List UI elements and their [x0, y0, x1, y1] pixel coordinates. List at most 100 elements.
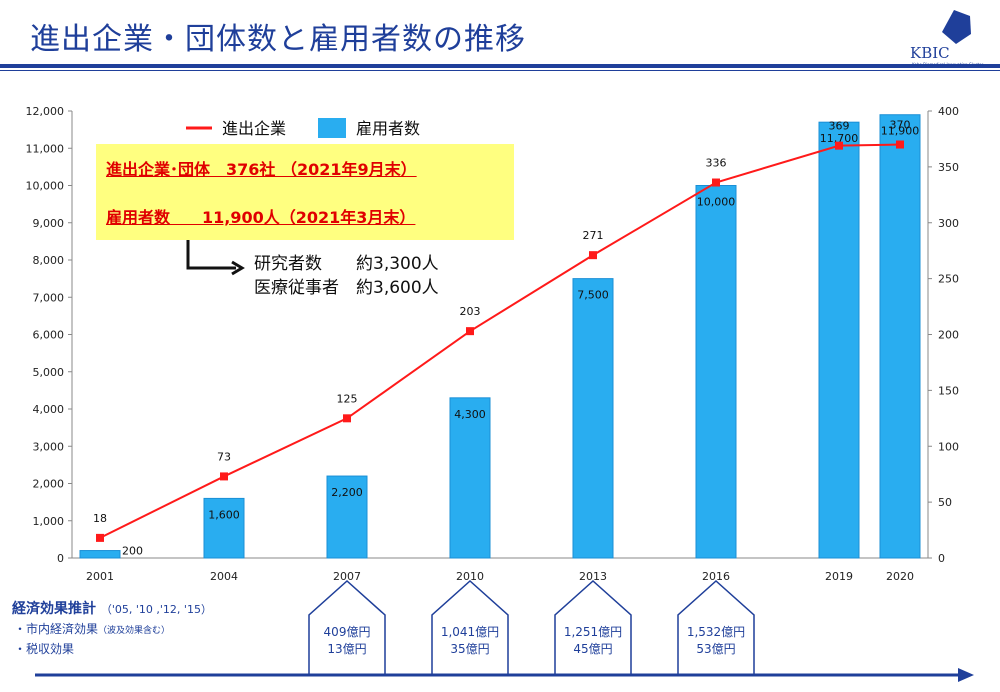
y-left-tick-label: 4,000 [33, 403, 65, 416]
y-right-tick-label: 0 [938, 552, 945, 565]
economic-house-line2: 45億円 [573, 642, 613, 656]
kbic-logo: KBIC Kobe Biomedical Innovation Cluster [908, 8, 988, 68]
line-data-label: 203 [460, 305, 481, 318]
line-marker [466, 327, 474, 336]
legend-bar-swatch [318, 118, 346, 138]
bar-data-label: 4,300 [454, 408, 486, 421]
economic-item-city-note: （波及効果含む） [98, 626, 171, 636]
page-title: 進出企業・団体数と雇用者数の推移 [30, 22, 526, 57]
bar [326, 475, 368, 559]
y-right-tick-label: 400 [938, 105, 959, 118]
line-marker [589, 251, 597, 260]
bar [695, 185, 737, 559]
line-marker [96, 533, 104, 542]
highlight-box: 進出企業･団体 376社 （2021年9月末） 雇用者数 11,900人（202… [96, 144, 514, 240]
y-left-tick-label: 3,000 [33, 440, 65, 453]
logo-pentagon-icon [942, 10, 971, 44]
title-rule [0, 64, 1000, 68]
economic-house-line1: 409億円 [323, 625, 371, 639]
economic-house-line2: 35億円 [450, 642, 490, 656]
x-tick-label: 2010 [456, 570, 484, 583]
economic-house-line1: 1,532億円 [686, 625, 746, 639]
breakdown-arrow [186, 240, 245, 276]
line-marker [712, 178, 720, 187]
highlight-companies: 進出企業･団体 376社 （2021年9月末） [106, 160, 417, 179]
bar-data-label: 11,700 [820, 132, 859, 145]
y-left-tick-label: 1,000 [33, 515, 65, 528]
line-data-label: 369 [829, 120, 850, 133]
x-tick-label: 2020 [886, 570, 914, 583]
bar [572, 278, 614, 559]
y-left-tick-label: 6,000 [33, 329, 65, 342]
line-data-label: 271 [583, 229, 604, 242]
y-left-tick-label: 9,000 [33, 217, 65, 230]
breakdown-medical: 医療従事者 約3,600人 [254, 278, 439, 298]
highlight-employees: 雇用者数 11,900人（2021年3月末） [106, 208, 416, 227]
y-right-tick-label: 50 [938, 496, 952, 509]
line-data-label: 125 [337, 392, 358, 405]
x-tick-label: 2019 [825, 570, 853, 583]
y-left-tick-label: 11,000 [26, 142, 65, 155]
y-right-tick-label: 150 [938, 384, 959, 397]
y-left-tick-label: 7,000 [33, 291, 65, 304]
y-right-tick-label: 350 [938, 161, 959, 174]
y-left-tick-label: 10,000 [26, 180, 65, 193]
y-right-tick-label: 300 [938, 217, 959, 230]
title-rule-thin [0, 70, 1000, 71]
economic-item-city: ・市内経済効果（波及効果含む） [14, 620, 170, 637]
logo-subtitle: Kobe Biomedical Innovation Cluster [912, 62, 984, 67]
bar [449, 397, 491, 559]
line-marker [835, 141, 843, 150]
bar [79, 550, 121, 559]
bar [818, 121, 860, 559]
breakdown-researchers: 研究者数 約3,300人 [254, 254, 439, 274]
bar-data-label: 1,600 [208, 508, 240, 521]
y-right-tick-label: 200 [938, 329, 959, 342]
economic-house-values: 409億円 13億円 [307, 624, 387, 658]
bar-data-label: 10,000 [697, 196, 736, 209]
y-left-tick-label: 0 [57, 552, 64, 565]
y-right-tick-label: 250 [938, 273, 959, 286]
bar [879, 114, 921, 559]
bar-data-label: 11,900 [881, 125, 920, 138]
x-tick-label: 2016 [702, 570, 730, 583]
bar [203, 497, 245, 559]
y-left-tick-label: 12,000 [26, 105, 65, 118]
legend-bar-label: 雇用者数 [356, 119, 420, 138]
economic-title-text: 経済効果推計 [12, 601, 96, 617]
line-marker [343, 414, 351, 423]
line-marker [896, 140, 904, 149]
economic-house-values: 1,041億円 35億円 [430, 624, 510, 658]
bar-data-label: 2,200 [331, 486, 363, 499]
economic-house-line1: 1,251億円 [563, 625, 623, 639]
x-tick-label: 2004 [210, 570, 238, 583]
economic-house-line2: 53億円 [696, 642, 736, 656]
y-left-tick-label: 8,000 [33, 254, 65, 267]
line-data-label: 73 [217, 450, 231, 463]
y-left-tick-label: 5,000 [33, 366, 65, 379]
economic-house-line2: 13億円 [327, 642, 367, 656]
line-data-label: 336 [706, 157, 727, 170]
x-tick-label: 2001 [86, 570, 114, 583]
line-marker [220, 472, 228, 481]
economic-years: （'05, '10 ,'12, '15） [100, 603, 212, 616]
economic-house-values: 1,251億円 45億円 [553, 624, 633, 658]
x-tick-label: 2013 [579, 570, 607, 583]
economic-title: 経済効果推計 （'05, '10 ,'12, '15） [12, 598, 212, 618]
line-data-label: 18 [93, 512, 107, 525]
timeline-arrowhead [958, 668, 974, 682]
economic-house-values: 1,532億円 53億円 [676, 624, 756, 658]
economic-item-tax: ・税収効果 [14, 642, 75, 656]
bar-data-label: 200 [122, 545, 143, 558]
economic-item-city-label: ・市内経済効果 [14, 622, 99, 636]
bar-data-label: 7,500 [577, 289, 609, 302]
economic-house-line1: 1,041億円 [440, 625, 500, 639]
line-series [99, 143, 901, 539]
logo-text: KBIC [910, 44, 950, 62]
line-data-label: 370 [890, 119, 911, 132]
x-tick-label: 2007 [333, 570, 361, 583]
economic-houses [35, 579, 974, 682]
y-right-tick-label: 100 [938, 440, 959, 453]
legend-line-label: 進出企業 [222, 119, 286, 138]
